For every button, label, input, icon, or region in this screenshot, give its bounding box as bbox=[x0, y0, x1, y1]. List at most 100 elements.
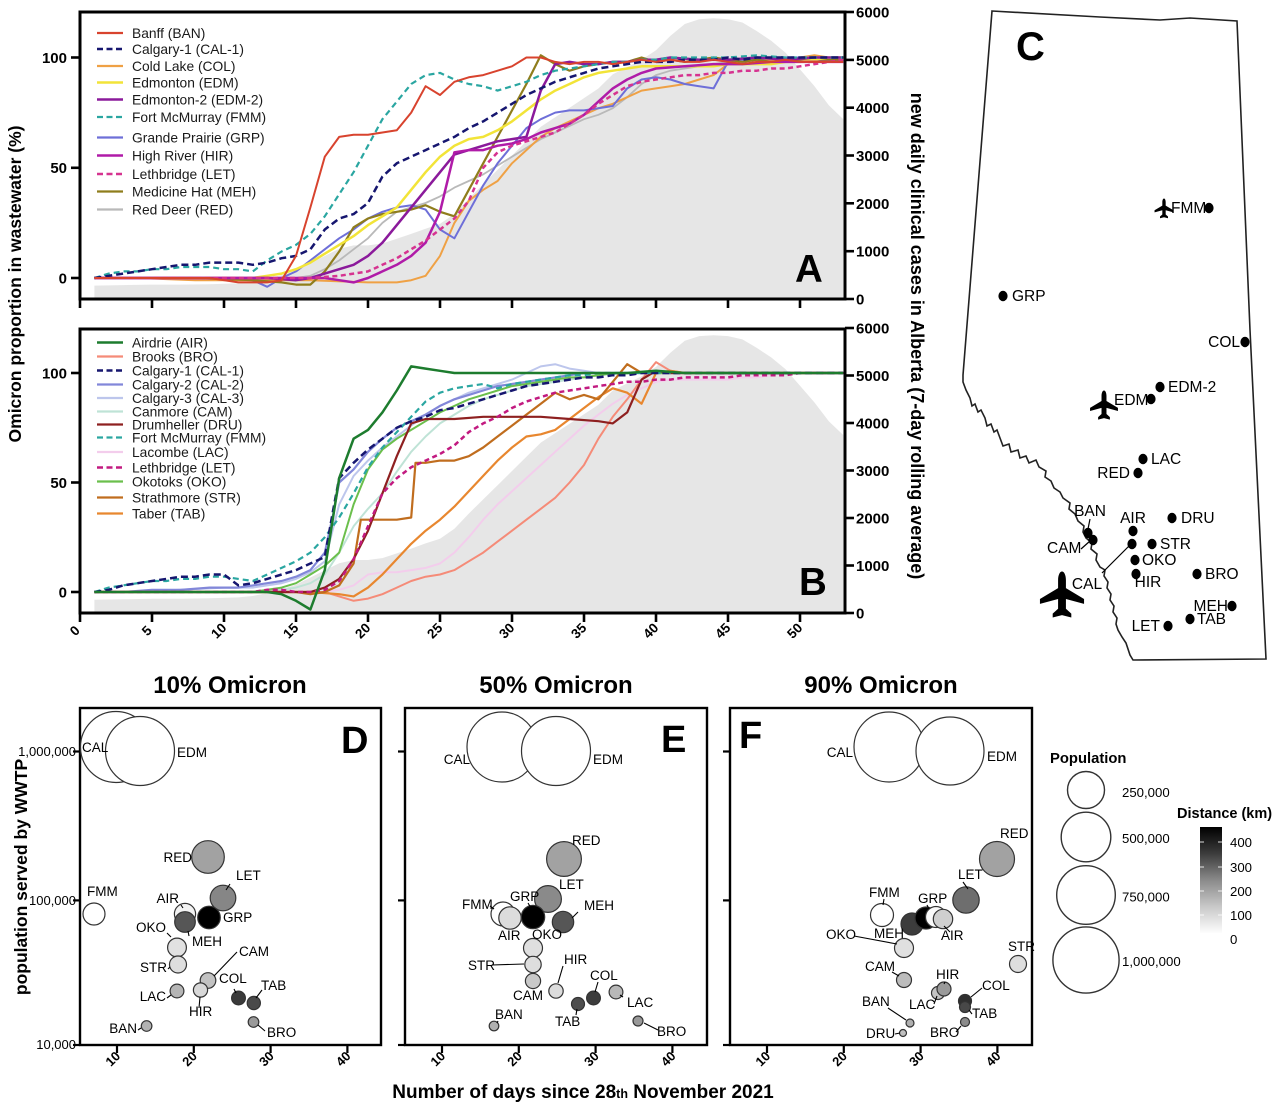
svg-text:BAN: BAN bbox=[109, 1021, 137, 1036]
svg-text:HIR: HIR bbox=[189, 1004, 213, 1019]
svg-text:Brooks (BRO): Brooks (BRO) bbox=[132, 349, 218, 364]
svg-text:250,000: 250,000 bbox=[1122, 785, 1170, 800]
svg-text:0: 0 bbox=[856, 292, 864, 309]
svg-text:OKO: OKO bbox=[532, 927, 562, 942]
svg-text:COL: COL bbox=[590, 968, 618, 983]
svg-text:100: 100 bbox=[42, 366, 67, 383]
svg-text:100: 100 bbox=[1230, 908, 1252, 923]
svg-text:BAN: BAN bbox=[1074, 503, 1106, 520]
svg-text:300: 300 bbox=[1230, 860, 1252, 875]
svg-text:Number of days since 28th Nove: Number of days since 28th November 2021 bbox=[392, 1082, 774, 1103]
svg-text:50: 50 bbox=[50, 160, 67, 177]
svg-text:10,000: 10,000 bbox=[36, 1037, 76, 1052]
svg-text:FMM: FMM bbox=[462, 897, 493, 912]
svg-text:750,000: 750,000 bbox=[1122, 890, 1170, 905]
svg-text:Banff (BAN): Banff (BAN) bbox=[132, 26, 205, 41]
svg-text:Edmonton-2 (EDM-2): Edmonton-2 (EDM-2) bbox=[132, 92, 263, 107]
svg-text:AIR: AIR bbox=[156, 891, 179, 906]
svg-text:COL: COL bbox=[219, 971, 247, 986]
svg-text:Lethbridge (LET): Lethbridge (LET) bbox=[132, 460, 236, 475]
svg-text:LAC: LAC bbox=[909, 997, 936, 1012]
svg-text:1,000,000: 1,000,000 bbox=[18, 744, 76, 759]
svg-text:LET: LET bbox=[958, 867, 983, 882]
svg-text:Okotoks (OKO): Okotoks (OKO) bbox=[132, 474, 226, 489]
svg-text:CAL: CAL bbox=[827, 745, 854, 760]
svg-text:HIR: HIR bbox=[1135, 574, 1162, 591]
svg-text:STR: STR bbox=[140, 960, 167, 975]
svg-text:50% Omicron: 50% Omicron bbox=[479, 672, 632, 699]
svg-text:Taber (TAB): Taber (TAB) bbox=[132, 506, 205, 521]
svg-text:HIR: HIR bbox=[936, 967, 960, 982]
svg-text:OKO: OKO bbox=[826, 927, 856, 942]
svg-text:TAB: TAB bbox=[972, 1006, 997, 1021]
svg-text:RED: RED bbox=[1000, 826, 1029, 841]
svg-text:5000: 5000 bbox=[856, 368, 889, 385]
svg-text:100: 100 bbox=[42, 50, 67, 67]
svg-text:AIR: AIR bbox=[1120, 510, 1146, 527]
svg-text:DRU: DRU bbox=[1181, 510, 1215, 527]
svg-text:TAB: TAB bbox=[261, 978, 286, 993]
svg-text:MEH: MEH bbox=[584, 898, 614, 913]
svg-text:FMM: FMM bbox=[869, 885, 900, 900]
svg-text:RED: RED bbox=[1097, 465, 1130, 482]
svg-text:EDM: EDM bbox=[593, 752, 623, 767]
svg-text:EDM-2: EDM-2 bbox=[1168, 379, 1216, 396]
svg-text:Canmore (CAM): Canmore (CAM) bbox=[132, 404, 232, 419]
svg-text:GRP: GRP bbox=[223, 910, 252, 925]
svg-text:Omicron proportion in wastewat: Omicron proportion in wastewater (%) bbox=[5, 126, 25, 443]
svg-text:1000: 1000 bbox=[856, 244, 889, 261]
svg-text:GRP: GRP bbox=[918, 891, 947, 906]
svg-text:STR: STR bbox=[468, 958, 495, 973]
svg-text:Grande Prairie (GRP): Grande Prairie (GRP) bbox=[132, 130, 265, 145]
svg-text:10% Omicron: 10% Omicron bbox=[153, 672, 306, 699]
svg-text:AIR: AIR bbox=[941, 928, 964, 943]
svg-text:2000: 2000 bbox=[856, 511, 889, 528]
svg-text:0: 0 bbox=[1230, 932, 1237, 947]
svg-text:CAM: CAM bbox=[1047, 540, 1081, 557]
svg-text:Airdrie (AIR): Airdrie (AIR) bbox=[132, 335, 208, 350]
svg-text:4000: 4000 bbox=[856, 100, 889, 117]
svg-text:6000: 6000 bbox=[856, 321, 889, 338]
svg-text:TAB: TAB bbox=[555, 1014, 580, 1029]
svg-text:FMM: FMM bbox=[87, 884, 118, 899]
svg-text:Medicine Hat (MEH): Medicine Hat (MEH) bbox=[132, 184, 256, 199]
svg-text:OKO: OKO bbox=[136, 920, 166, 935]
svg-text:4000: 4000 bbox=[856, 416, 889, 433]
svg-text:Lethbridge (LET): Lethbridge (LET) bbox=[132, 167, 236, 182]
svg-text:400: 400 bbox=[1230, 835, 1252, 850]
svg-text:Red Deer (RED): Red Deer (RED) bbox=[132, 202, 233, 217]
svg-text:BRO: BRO bbox=[930, 1025, 959, 1040]
svg-text:Calgary-3 (CAL-3): Calgary-3 (CAL-3) bbox=[132, 391, 244, 406]
svg-text:population served by WWTP: population served by WWTP bbox=[11, 759, 31, 996]
svg-text:B: B bbox=[799, 561, 827, 604]
svg-text:Population: Population bbox=[1050, 751, 1126, 767]
svg-text:High River (HIR): High River (HIR) bbox=[132, 148, 233, 163]
svg-text:3000: 3000 bbox=[856, 148, 889, 165]
svg-text:OKO: OKO bbox=[1142, 552, 1176, 569]
svg-text:BAN: BAN bbox=[862, 994, 890, 1009]
svg-text:HIR: HIR bbox=[564, 952, 588, 967]
svg-text:100,000: 100,000 bbox=[29, 893, 76, 908]
svg-text:AIR: AIR bbox=[498, 928, 521, 943]
svg-text:Fort McMurray (FMM): Fort McMurray (FMM) bbox=[132, 430, 266, 445]
svg-text:A: A bbox=[795, 248, 823, 291]
svg-text:2000: 2000 bbox=[856, 196, 889, 213]
svg-text:Lacombe (LAC): Lacombe (LAC) bbox=[132, 445, 229, 460]
svg-text:Calgary-1 (CAL-1): Calgary-1 (CAL-1) bbox=[132, 363, 244, 378]
svg-text:Calgary-1 (CAL-1): Calgary-1 (CAL-1) bbox=[132, 42, 244, 57]
svg-text:EDM: EDM bbox=[987, 749, 1017, 764]
svg-text:LAC: LAC bbox=[1151, 451, 1181, 468]
svg-text:COL: COL bbox=[1208, 334, 1240, 351]
svg-text:50: 50 bbox=[50, 475, 67, 492]
svg-text:RED: RED bbox=[572, 833, 601, 848]
svg-text:LET: LET bbox=[559, 877, 584, 892]
svg-text:RED: RED bbox=[163, 850, 192, 865]
svg-text:LET: LET bbox=[1132, 618, 1161, 635]
svg-text:D: D bbox=[341, 720, 368, 762]
svg-text:MEH: MEH bbox=[874, 926, 904, 941]
svg-text:MEH: MEH bbox=[1194, 598, 1228, 615]
svg-text:CAM: CAM bbox=[513, 988, 543, 1003]
svg-text:STR: STR bbox=[1008, 939, 1035, 954]
svg-text:MEH: MEH bbox=[192, 934, 222, 949]
svg-text:CAL: CAL bbox=[82, 740, 109, 755]
